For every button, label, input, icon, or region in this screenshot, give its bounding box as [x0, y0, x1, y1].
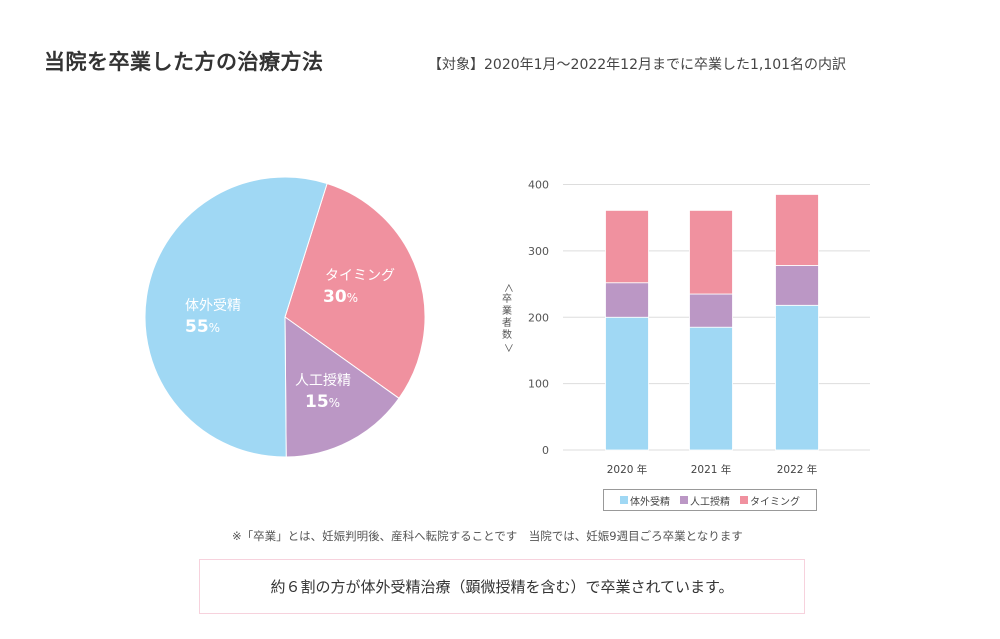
- legend-swatch: [620, 496, 628, 504]
- y-axis-label-char: 卒: [502, 294, 512, 305]
- bar-segment-ai: [775, 265, 819, 306]
- legend-label: タイミング: [750, 496, 800, 508]
- legend-swatch: [680, 496, 688, 504]
- pie-value: 55%: [185, 317, 220, 337]
- x-tick-label: 2020 年: [607, 463, 648, 476]
- legend-label: 体外受精: [630, 496, 670, 508]
- bar-segment-ai: [689, 293, 733, 328]
- pie-chart: タイミング 30% 人工授精 15% 体外受精 55%: [144, 176, 426, 458]
- summary-text: 約６割の方が体外受精治療（顕微授精を含む）で卒業されています。: [270, 578, 734, 596]
- bar-segment-ivf: [775, 304, 819, 451]
- stacked-bar-chart: 0 100 200 300 400 2020 年 2021 年 2022 年: [528, 179, 870, 476]
- pie-unit: %: [347, 291, 358, 305]
- legend-item-timing: タイミング: [740, 493, 800, 508]
- pie-label: タイミング: [325, 268, 395, 284]
- y-axis-label-char: 者: [502, 318, 512, 329]
- x-tick-label: 2022 年: [777, 463, 818, 476]
- bar-segment-timing: [605, 209, 649, 284]
- legend-item-ai: 人工授精: [680, 493, 730, 508]
- pie-value: 30%: [323, 287, 358, 307]
- pie-label: 体外受精: [185, 298, 241, 314]
- y-axis-label-char: 数: [502, 330, 512, 341]
- summary-callout: 約６割の方が体外受精治療（顕微授精を含む）で卒業されています。: [199, 559, 805, 614]
- page-title: 当院を卒業した方の治療方法: [44, 50, 324, 74]
- footnote: ※「卒業」とは、妊娠判明後、産科へ転院することです 当院では、妊娠9週目ごろ卒業…: [232, 529, 743, 543]
- bar-segment-ivf: [689, 326, 733, 451]
- y-tick-label: 200: [528, 311, 549, 324]
- y-tick-label: 100: [528, 378, 549, 391]
- pie-label: 人工授精: [295, 373, 351, 389]
- legend-swatch: [740, 496, 748, 504]
- y-tick-label: 400: [528, 179, 549, 192]
- legend-item-ivf: 体外受精: [620, 493, 670, 508]
- pie-value: 15%: [305, 392, 340, 412]
- bar-segment-ai: [605, 282, 649, 318]
- pie-unit: %: [209, 321, 220, 335]
- pie-unit: %: [329, 396, 340, 410]
- chart-legend: 体外受精 人工授精 タイミング: [603, 489, 817, 511]
- page-subtitle: 【対象】2020年1月〜2022年12月までに卒業した1,101名の内訳: [428, 57, 847, 73]
- pie-slice-timing: [284, 182, 426, 399]
- x-tick-label: 2021 年: [691, 463, 732, 476]
- pie-slice-ai: [284, 316, 400, 458]
- legend-label: 人工授精: [690, 496, 730, 508]
- pie-slice-ivf: [144, 176, 328, 458]
- y-axis-label-char: ＞: [502, 343, 513, 353]
- bar-segment-timing: [775, 194, 819, 266]
- y-axis-label-char: ＜: [502, 283, 513, 293]
- y-tick-label: 300: [528, 245, 549, 258]
- bar-segment-ivf: [605, 316, 649, 451]
- y-axis-label-char: 業: [502, 306, 512, 317]
- y-tick-label: 0: [542, 444, 549, 457]
- bar-segment-timing: [689, 209, 733, 295]
- y-axis-label: ＜卒業者数 ＞: [500, 282, 514, 354]
